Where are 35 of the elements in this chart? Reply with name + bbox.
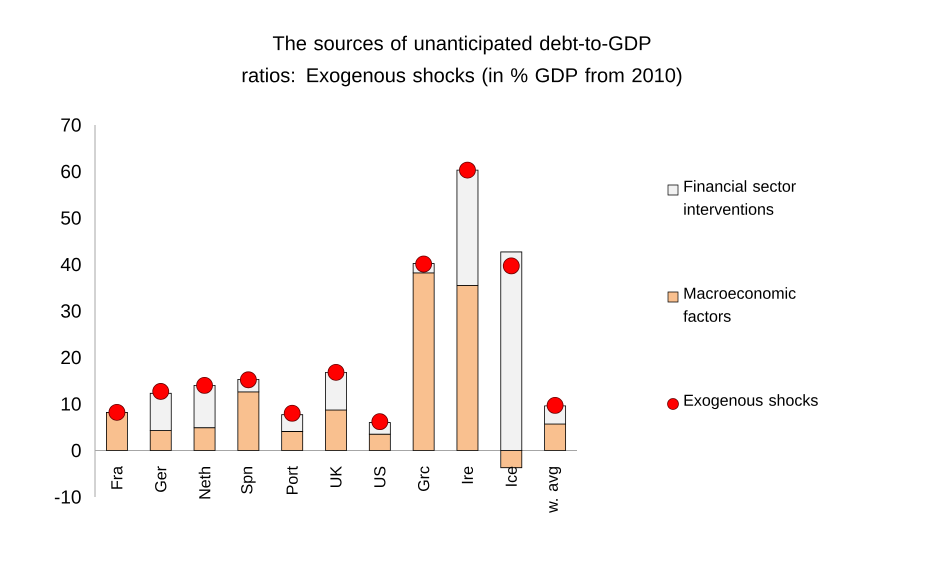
x-tick-label: Ire (462, 466, 474, 484)
y-tick-label: 60 (61, 164, 81, 178)
point (502, 257, 520, 274)
legend-label: Financial sector interventions (684, 180, 796, 215)
x-tick-label: Grc (418, 466, 430, 491)
y-tick-label: 20 (61, 350, 81, 364)
point (415, 256, 432, 272)
x-tick-label: UK (330, 466, 342, 487)
x-tick-label: Ger (155, 466, 166, 492)
x-tick-label: Spn (241, 467, 256, 494)
point (240, 371, 257, 388)
y-tick-label: -10 (54, 490, 81, 504)
x-tick-label: Fra (111, 466, 122, 489)
legend-label: Macroeconomic factors (683, 287, 796, 322)
x-tick-label: Port (286, 466, 298, 494)
x-tick-label: US (374, 466, 386, 487)
legend-label: Exogenous shocks (684, 394, 818, 410)
chart-title: The sources of unanticipated debt-to-GDP ratios: Exogenous shocks (in % GDP from 2010) (242, 36, 682, 86)
point (108, 404, 126, 421)
point (459, 162, 476, 178)
y-tick-label: 50 (61, 211, 81, 225)
y-tick-label: 0 (72, 444, 81, 458)
x-tick-label: Neth (198, 467, 210, 498)
y-tick-label: 40 (60, 258, 81, 272)
point (196, 376, 213, 394)
point (284, 404, 301, 422)
point (328, 364, 344, 381)
point (546, 396, 564, 414)
y-tick-label: 70 (61, 118, 81, 132)
x-tick-label: Ice (506, 466, 517, 486)
y-tick-label: 30 (61, 304, 81, 318)
point (152, 383, 170, 400)
y-tick-label: 10 (62, 397, 81, 411)
point (371, 413, 388, 430)
x-tick-label: w. avg (549, 467, 562, 513)
